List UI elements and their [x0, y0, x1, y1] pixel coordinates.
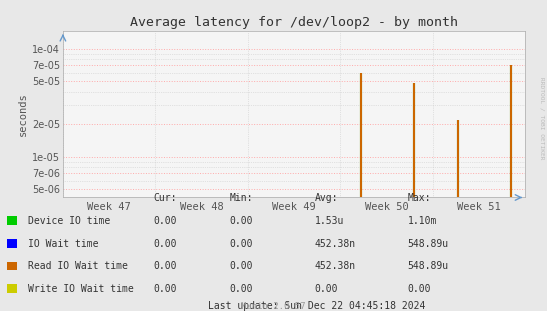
Text: 0.00: 0.00: [153, 261, 177, 271]
Text: IO Wait time: IO Wait time: [28, 239, 98, 248]
Text: Munin 2.0.57: Munin 2.0.57: [241, 302, 306, 311]
Text: 0.00: 0.00: [230, 216, 253, 226]
Text: 0.00: 0.00: [230, 261, 253, 271]
Text: 548.89u: 548.89u: [408, 261, 449, 271]
Text: 0.00: 0.00: [230, 284, 253, 294]
Text: 452.38n: 452.38n: [315, 261, 356, 271]
Text: RRDTOOL / TOBI OETIKER: RRDTOOL / TOBI OETIKER: [539, 77, 544, 160]
Text: 1.10m: 1.10m: [408, 216, 437, 226]
Text: Device IO time: Device IO time: [28, 216, 110, 226]
Text: Last update: Sun Dec 22 04:45:18 2024: Last update: Sun Dec 22 04:45:18 2024: [208, 301, 425, 311]
Text: 0.00: 0.00: [408, 284, 431, 294]
Text: 1.53u: 1.53u: [315, 216, 344, 226]
Text: 0.00: 0.00: [153, 216, 177, 226]
Text: 452.38n: 452.38n: [315, 239, 356, 248]
Text: Cur:: Cur:: [153, 193, 177, 202]
Text: 0.00: 0.00: [153, 239, 177, 248]
Y-axis label: seconds: seconds: [18, 92, 28, 136]
Text: 0.00: 0.00: [315, 284, 338, 294]
Title: Average latency for /dev/loop2 - by month: Average latency for /dev/loop2 - by mont…: [130, 16, 458, 29]
Text: Read IO Wait time: Read IO Wait time: [28, 261, 128, 271]
Text: 548.89u: 548.89u: [408, 239, 449, 248]
Text: Write IO Wait time: Write IO Wait time: [28, 284, 133, 294]
Text: Min:: Min:: [230, 193, 253, 202]
Text: Max:: Max:: [408, 193, 431, 202]
Text: Avg:: Avg:: [315, 193, 338, 202]
Text: 0.00: 0.00: [230, 239, 253, 248]
Text: 0.00: 0.00: [153, 284, 177, 294]
